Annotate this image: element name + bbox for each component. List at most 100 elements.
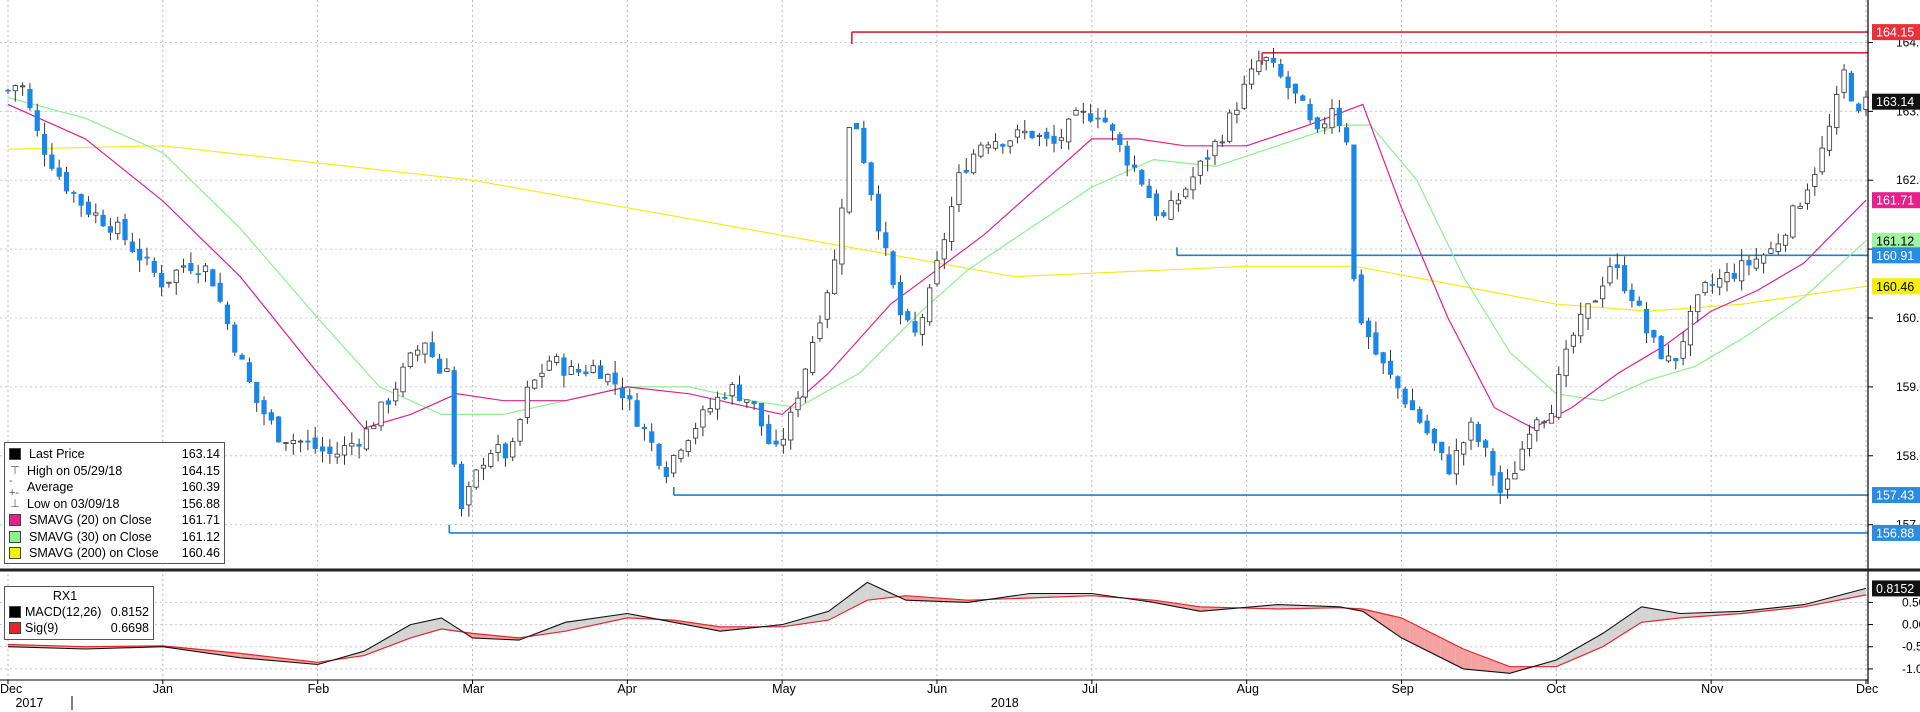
candle-body (1146, 185, 1152, 199)
candle-body (605, 373, 611, 383)
macd-signal-fill (1478, 654, 1487, 672)
candle-body (1395, 376, 1401, 389)
candle-body (129, 241, 135, 252)
candle-body (393, 388, 399, 402)
candle-body (568, 366, 574, 375)
y-tick-label: 0.00 (1902, 618, 1920, 632)
candle-body (217, 282, 223, 302)
candle-body (1088, 113, 1094, 122)
candle-body (656, 444, 662, 466)
candle-body (1168, 200, 1174, 220)
candle-body (1373, 332, 1379, 355)
candle-body (232, 324, 238, 353)
candle-body (1468, 421, 1474, 441)
candle-body (1841, 69, 1847, 93)
candle-body (1248, 68, 1255, 85)
candle-body (1512, 472, 1518, 480)
price-grid (0, 0, 1868, 680)
candle-body (1051, 135, 1057, 144)
sma200-swatch (9, 547, 21, 560)
candle-body (773, 440, 779, 445)
macd-signal-fill (1053, 593, 1061, 598)
macd-signal-fill (1672, 612, 1681, 619)
macd-signal-fill (1277, 604, 1286, 610)
candle-body (927, 287, 933, 323)
candle-body (1578, 313, 1584, 337)
candle-body (1519, 448, 1525, 471)
sma30-line (7, 97, 1867, 415)
candle-body (1044, 131, 1050, 139)
sma30-swatch (9, 530, 21, 543)
macd-signal-fill (875, 585, 883, 600)
candle-body (868, 162, 874, 196)
candle-body (261, 400, 267, 415)
macd-value-tag-label: 0.8152 (1876, 582, 1914, 596)
y-tick-label: 0.50 (1902, 595, 1920, 609)
x-tick-label: Dec (0, 682, 22, 696)
candle-body (1139, 170, 1145, 185)
macd-signal-fill (1370, 610, 1379, 622)
legend-value: 161.71 (181, 513, 220, 528)
candle-body (488, 453, 494, 467)
candle-body (71, 192, 77, 194)
macd-signal-fill (1571, 646, 1580, 661)
sma20-swatch (9, 514, 21, 527)
macd-signal-fill (1455, 645, 1464, 669)
candle-body (758, 402, 765, 427)
macd-signal-fill (1540, 662, 1549, 667)
macd-signal-fill (596, 616, 605, 625)
candle-body (1563, 348, 1569, 377)
candle-body (5, 89, 11, 92)
candle-body (1175, 199, 1181, 205)
candle-body (736, 384, 743, 401)
macd-signal-fill (379, 637, 388, 650)
last-price-swatch (9, 448, 21, 461)
y-tick-label: 162.00 (1896, 173, 1920, 187)
candle-body (224, 304, 231, 325)
macd-signal-fill (1626, 612, 1634, 633)
candle-body (817, 322, 823, 339)
candle-body (385, 400, 391, 405)
candle-body (1673, 358, 1679, 362)
macd-signal-fill (588, 617, 597, 627)
macd-signal-fill (1687, 612, 1696, 618)
candle-body (861, 127, 867, 163)
candle-body (34, 110, 40, 131)
candle-body (363, 428, 370, 450)
x-tick-label: Jul (1082, 682, 1098, 696)
price-tag-label: 163.14 (1876, 95, 1914, 109)
candle-body (583, 371, 589, 375)
candle-body (1380, 352, 1386, 364)
x-tick-label: Oct (1546, 682, 1566, 696)
macd-signal-fill (1424, 629, 1433, 654)
candle-body (1322, 123, 1328, 129)
candle-body (268, 412, 274, 421)
candle-body (1497, 472, 1503, 493)
candle-body (1717, 278, 1723, 288)
candle-body (1695, 294, 1701, 313)
candle-body (1600, 285, 1606, 300)
x-tick-label: Sep (1392, 682, 1414, 696)
sma20-line (7, 103, 1867, 429)
candle-body (407, 352, 413, 367)
candle-body (1336, 107, 1342, 126)
macd-signal-fill (1300, 605, 1309, 609)
legend-row-signal: Sig(9) 0.6698 (9, 620, 149, 636)
candle-body (1102, 117, 1108, 123)
macd-signal-fill (921, 596, 930, 602)
candle-body (1358, 274, 1364, 324)
candle-body (27, 88, 33, 109)
candle-body (780, 438, 786, 446)
macd-value-tag (1872, 580, 1920, 597)
macd-signal-fill (913, 596, 922, 601)
candle-body (1636, 300, 1642, 306)
candle-body (137, 248, 143, 261)
macd-signal-fill (1633, 606, 1642, 628)
legend-label: SMAVG (20) on Close (29, 513, 152, 528)
macd-signal-fill (580, 619, 589, 628)
legend-label: High on 05/29/18 (27, 463, 123, 478)
candle-body (429, 342, 435, 358)
x-tick-label: Mar (463, 682, 485, 696)
candle-body (1190, 176, 1196, 191)
